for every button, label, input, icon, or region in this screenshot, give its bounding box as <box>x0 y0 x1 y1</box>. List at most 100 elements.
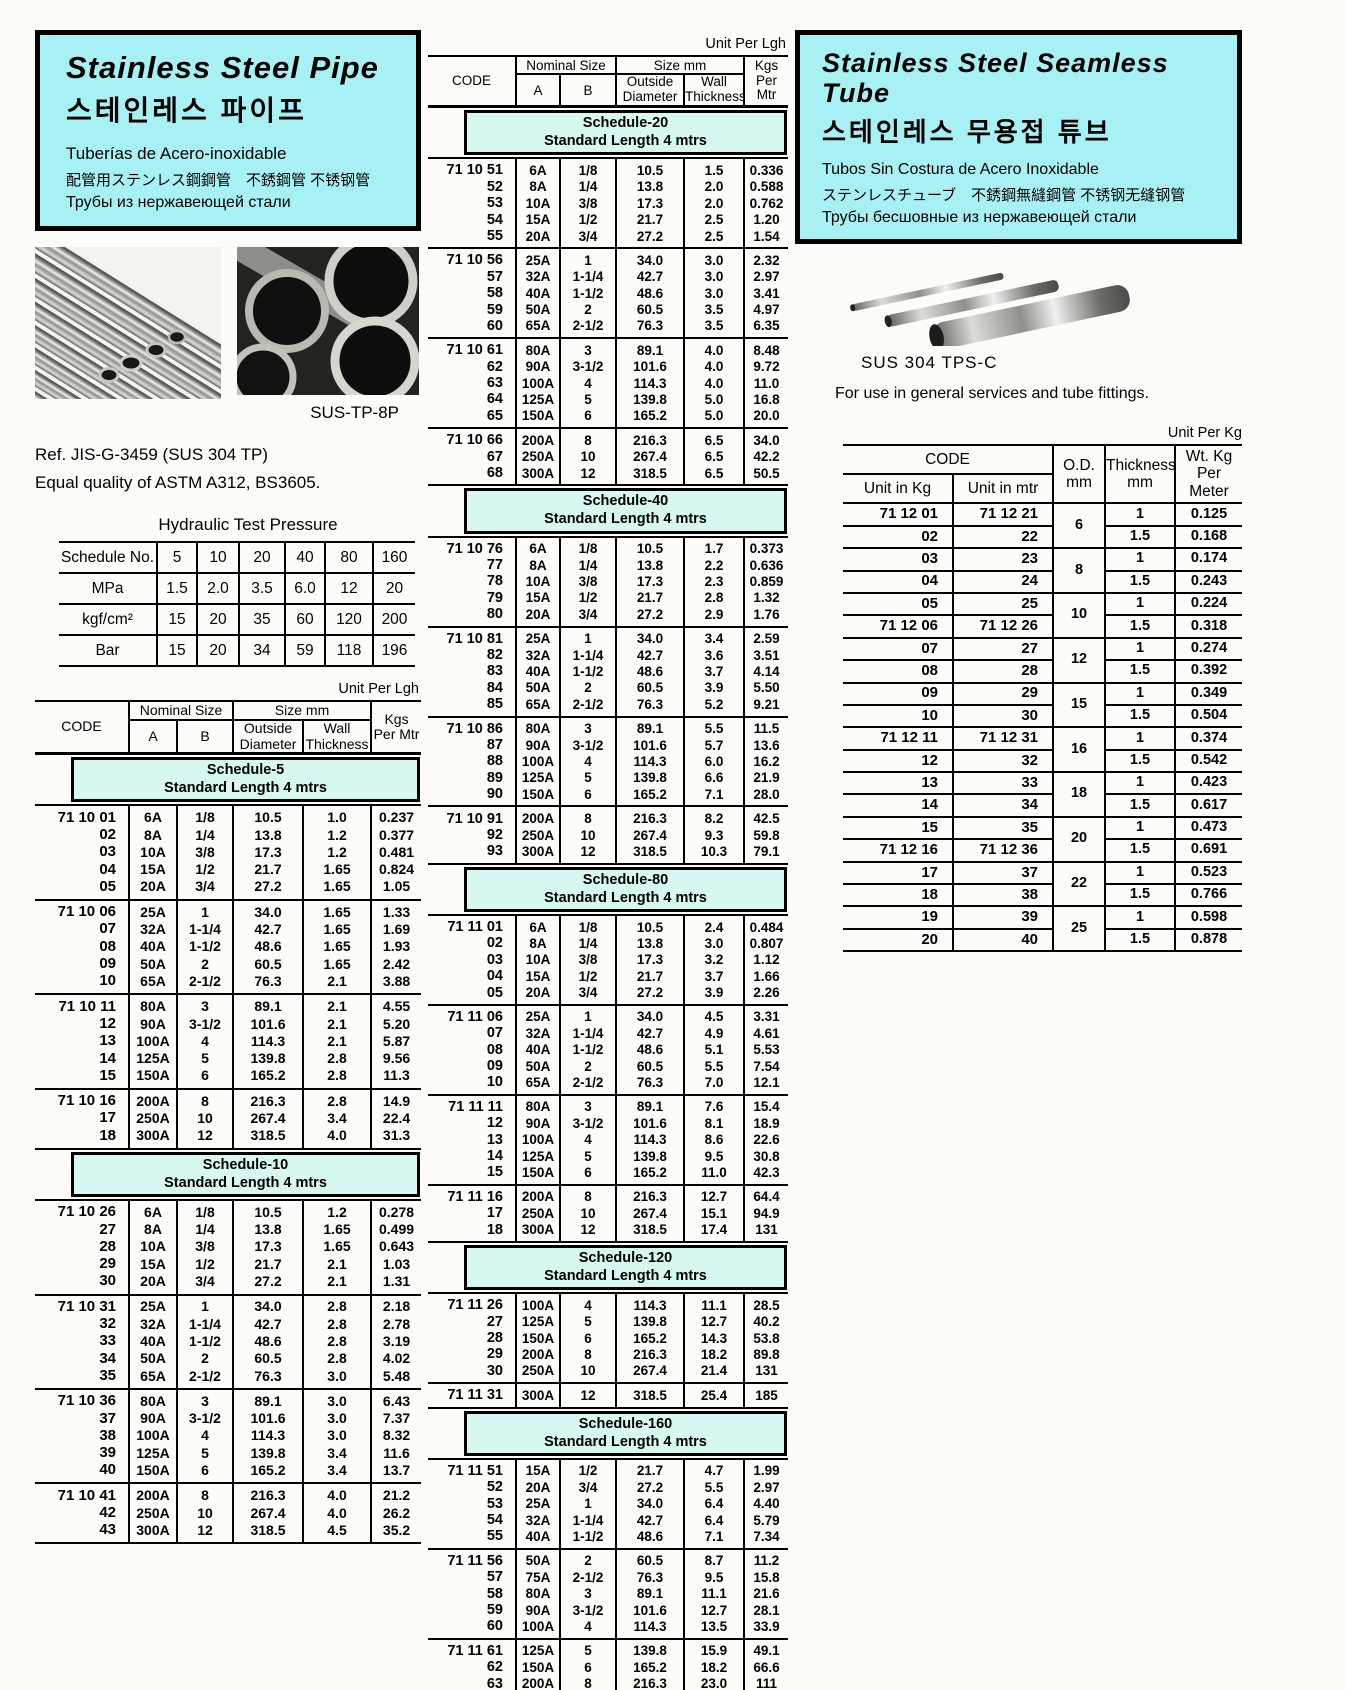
nominal-a-cell: 8A <box>129 1221 178 1239</box>
kgs-per-mtr-cell: 131 <box>755 1363 778 1379</box>
weight-cell: 0.224 <box>1175 592 1243 617</box>
nominal-a-cell: 6A <box>516 158 561 179</box>
outside-diameter-cell: 34.0 <box>616 1495 685 1512</box>
nominal-a-cell: 250A <box>516 1205 561 1222</box>
nominal-a-cell: 100A <box>516 1131 561 1148</box>
wall-thickness-cell: 3.0 <box>303 1387 373 1411</box>
pipe-row: 30 20A 3/4 27.2 2.1 1.31 <box>35 1273 421 1295</box>
nominal-b-cell: 1-1/2 <box>560 1041 617 1059</box>
outside-diameter-cell: 48.6 <box>616 1041 685 1059</box>
wall-thickness-cell: 6.5 <box>684 448 746 465</box>
code-unit-mtr-cell: 71 12 26 <box>953 615 1055 639</box>
code-cell: 71 10 66 <box>428 427 517 449</box>
schedule-standard-length: Standard Length 4 mtrs <box>544 1433 707 1450</box>
kgs-per-mtr-cell: 11.6 <box>383 1444 410 1461</box>
outside-diameter-cell: 13.8 <box>233 1221 305 1239</box>
code-cell: 71 11 61 <box>428 1637 517 1660</box>
kgs-per-mtr-cell: 2.42 <box>382 955 411 972</box>
outside-diameter-cell: 17.3 <box>233 844 305 862</box>
outside-diameter-cell: 89.1 <box>616 715 685 737</box>
nominal-a-cell: 20A <box>516 1479 561 1496</box>
pressure-value: 12 <box>325 572 374 606</box>
code-cell: 30 <box>35 1273 130 1295</box>
kgs-per-mtr-cell: 1.20 <box>753 212 780 228</box>
kgs-per-mtr-header: Kgs Per Mtr <box>371 700 422 756</box>
outside-diameter-cell: 139.8 <box>233 1444 305 1463</box>
code-unit-kg-cell: 07 <box>843 637 954 662</box>
pipe-row: 63 100A 4 114.3 4.0 11.0 <box>428 375 788 392</box>
outside-diameter-cell: 139.8 <box>616 391 685 408</box>
outside-diameter-cell: 267.4 <box>233 1110 305 1128</box>
pipe-row: 84 50A 2 60.5 3.9 5.50 <box>428 679 788 697</box>
nominal-b-cell: 4 <box>560 1131 617 1148</box>
wall-thickness-cell: 9.5 <box>684 1569 746 1586</box>
nominal-b-cell: 10 <box>560 1205 617 1222</box>
pipe-table-header-row: CODE Nominal Size Size mm Kgs Per Mtr <box>35 700 422 756</box>
pipe-row: 88 100A 4 114.3 6.0 16.2 <box>428 753 788 770</box>
nominal-a-cell: 10A <box>516 951 561 969</box>
pressure-value: 3.5 <box>239 572 286 606</box>
kgs-per-mtr-cell: 14.9 <box>371 1087 422 1111</box>
weight-cell: 0.392 <box>1175 660 1243 684</box>
code-cell: 05 <box>428 984 517 1005</box>
schedule-banner: Schedule-120 Standard Length 4 mtrs <box>464 1244 788 1291</box>
kgs-per-mtr-cell: 0.762 <box>749 195 784 211</box>
nominal-a-cell: 100A <box>129 1032 178 1051</box>
schedule-name: Schedule-80 <box>582 871 669 888</box>
code-unit-kg-cell: 12 <box>843 749 954 774</box>
outside-diameter-cell: 318.5 <box>616 464 685 486</box>
nominal-a-cell: 20A <box>129 878 178 900</box>
kgs-per-mtr-cell: 21.2 <box>371 1482 422 1505</box>
kgs-per-mtr-cell: 20.0 <box>753 408 780 424</box>
outside-diameter-cell: 27.2 <box>233 1273 305 1295</box>
col-a-header: A <box>129 720 178 756</box>
pipe-row: 71 11 06 25A 1 34.0 4.5 3.31 <box>428 1003 789 1026</box>
code-cell: 71 10 81 <box>428 625 517 647</box>
pipe-row: 71 10 36 80A 3 89.1 3.0 6.43 <box>35 1387 422 1411</box>
kgs-per-mtr-cell: 111 <box>755 1676 778 1690</box>
nominal-a-cell: 40A <box>129 938 178 956</box>
od-mm-cell: 6 <box>1053 503 1107 550</box>
od-mm-cell: 15 <box>1053 682 1107 729</box>
pipe-row: 09 50A 2 60.5 5.5 7.54 <box>428 1058 788 1075</box>
pipe-row: 02 8A 1/4 13.8 3.0 0.807 <box>428 935 788 952</box>
pipe-row: 18 300A 12 318.5 4.0 31.3 <box>35 1127 421 1149</box>
schedule-banner-row: Schedule-160 Standard Length 4 mtrs <box>428 1406 789 1460</box>
pressure-value: 40 <box>285 541 326 575</box>
code-cell: 52 <box>428 1479 517 1496</box>
nominal-b-cell: 3/8 <box>177 844 235 862</box>
wall-thickness-cell: 3.0 <box>684 268 746 286</box>
pressure-value: 35 <box>239 603 286 637</box>
wall-thickness-cell: 1.65 <box>303 938 373 956</box>
kgs-per-mtr-cell: 5.87 <box>382 1032 411 1049</box>
nominal-b-cell: 4 <box>560 1618 617 1639</box>
pipe-row: 37 90A 3-1/2 101.6 3.0 7.37 <box>35 1410 421 1428</box>
nominal-b-cell: 3 <box>177 1387 235 1411</box>
kgs-per-mtr-cell: 2.32 <box>744 247 789 269</box>
nominal-b-cell: 10 <box>177 1110 235 1128</box>
nominal-a-cell: 20A <box>516 227 561 249</box>
code-unit-kg-cell: 71 12 06 <box>843 615 954 639</box>
nominal-a-cell: 200A <box>516 805 561 827</box>
nominal-a-cell: 200A <box>516 427 561 449</box>
kgs-per-mtr-cell: 89.8 <box>753 1346 780 1362</box>
nominal-a-cell: 80A <box>516 1585 561 1602</box>
tube-subtitle-ru: Трубы бесшовные из нержавеющей стали <box>822 209 1137 227</box>
nominal-a-cell: 300A <box>516 1382 561 1408</box>
outside-diameter-cell: 13.8 <box>616 178 685 196</box>
code-unit-kg-cell: 02 <box>843 525 954 550</box>
pipe-row: 60 65A 2-1/2 76.3 3.5 6.35 <box>428 317 788 339</box>
pressure-value: 118 <box>325 634 374 668</box>
nominal-b-cell: 6 <box>560 1329 617 1347</box>
code-cell: 71 11 56 <box>428 1547 517 1570</box>
wall-thickness-cell: 2.1 <box>303 1032 373 1051</box>
pipe-row: 71 10 56 25A 1 34.0 3.0 2.32 <box>428 247 789 269</box>
od-mm-cell: 12 <box>1053 637 1107 684</box>
schedule-name: Schedule-160 <box>578 1415 673 1432</box>
nominal-b-cell: 5 <box>560 769 617 787</box>
wall-thickness-cell: 12.7 <box>684 1601 746 1619</box>
wall-thickness-cell: 6.6 <box>684 769 746 787</box>
code-cell: 71 11 01 <box>428 914 517 936</box>
pipe-row: 10 65A 2-1/2 76.3 7.0 12.1 <box>428 1074 788 1095</box>
code-unit-kg-cell: 08 <box>843 660 954 684</box>
